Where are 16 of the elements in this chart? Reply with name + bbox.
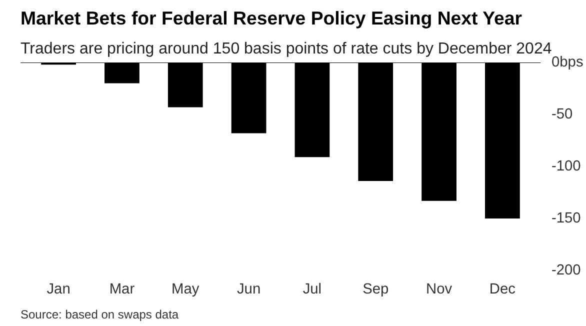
x-tick-label: Mar — [109, 282, 135, 298]
x-tick-label: May — [172, 282, 200, 298]
x-tick-label: Dec — [489, 282, 516, 298]
x-tick-label: Nov — [426, 282, 453, 298]
y-tick-label: -100 — [552, 158, 581, 174]
y-tick-label: -200 — [552, 262, 581, 278]
x-tick-label: Jun — [236, 282, 261, 298]
chart-subtitle: Traders are pricing around 150 basis points of rate cuts by December 2024 — [20, 40, 552, 58]
y-tick-label: -50 — [552, 106, 573, 122]
y-tick-label: 0bps — [552, 54, 584, 70]
source-note: Source: based on swaps data — [20, 308, 179, 322]
y-tick-label: -150 — [552, 210, 581, 226]
x-tick-label: Sep — [362, 282, 389, 298]
x-tick-label: Jul — [302, 282, 322, 298]
x-tick-label: Jan — [46, 282, 70, 298]
chart-title: Market Bets for Federal Reserve Policy Easing Next Year — [20, 8, 522, 28]
